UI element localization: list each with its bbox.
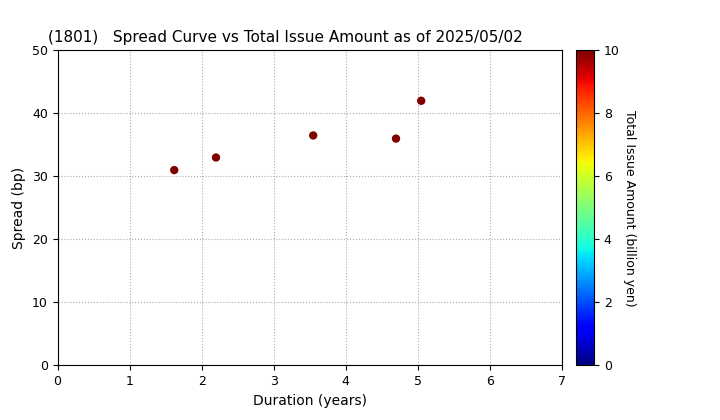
Y-axis label: Spread (bp): Spread (bp) bbox=[12, 167, 27, 249]
Point bbox=[307, 132, 319, 139]
Point bbox=[415, 97, 427, 104]
Y-axis label: Total Issue Amount (billion yen): Total Issue Amount (billion yen) bbox=[624, 110, 636, 306]
Text: (1801)   Spread Curve vs Total Issue Amount as of 2025/05/02: (1801) Spread Curve vs Total Issue Amoun… bbox=[48, 30, 522, 45]
Point bbox=[390, 135, 402, 142]
Point bbox=[168, 167, 180, 173]
X-axis label: Duration (years): Duration (years) bbox=[253, 394, 366, 408]
Point bbox=[210, 154, 222, 161]
